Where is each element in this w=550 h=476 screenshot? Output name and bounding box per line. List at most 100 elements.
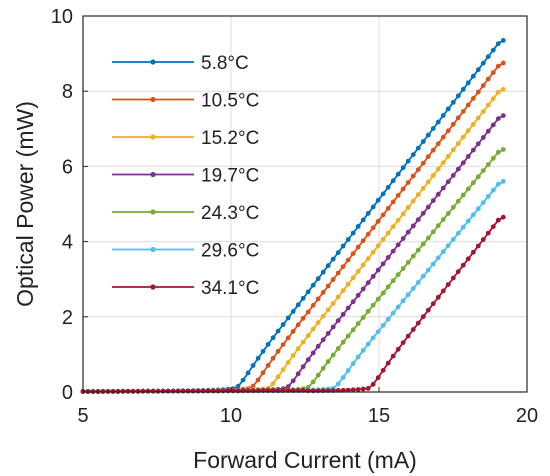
data-point xyxy=(490,122,496,128)
data-point xyxy=(355,354,361,360)
data-point xyxy=(415,167,421,173)
data-point xyxy=(455,93,461,99)
data-point xyxy=(390,353,396,359)
data-point xyxy=(465,128,471,134)
data-point xyxy=(435,223,441,229)
data-point xyxy=(490,224,496,230)
data-point xyxy=(430,198,436,204)
data-point xyxy=(480,83,486,88)
data-point xyxy=(415,145,421,151)
data-point xyxy=(415,247,421,253)
legend-label: 10.5°C xyxy=(201,91,259,112)
data-point xyxy=(385,184,391,190)
data-point xyxy=(385,284,391,290)
data-point xyxy=(375,329,381,334)
data-point xyxy=(285,335,291,341)
data-point xyxy=(460,192,466,198)
data-point xyxy=(335,270,341,276)
legend-label: 19.7°C xyxy=(201,166,259,187)
data-point xyxy=(250,363,256,368)
data-point xyxy=(480,200,486,206)
data-point xyxy=(470,212,476,218)
data-point xyxy=(445,243,451,249)
data-point xyxy=(360,262,366,268)
data-point xyxy=(425,132,431,138)
data-point xyxy=(315,372,321,378)
data-point xyxy=(395,346,401,352)
data-point xyxy=(495,63,501,69)
x-tick-label: 20 xyxy=(516,405,538,427)
data-point xyxy=(355,321,361,326)
data-point xyxy=(440,288,446,294)
data-point xyxy=(375,375,381,380)
data-point xyxy=(350,230,356,236)
data-point xyxy=(335,346,341,351)
data-point xyxy=(285,384,291,389)
y-tick-label: 4 xyxy=(62,232,73,254)
data-point xyxy=(285,360,291,365)
data-point xyxy=(360,217,366,223)
data-point xyxy=(350,275,356,281)
data-point xyxy=(390,199,396,205)
data-point xyxy=(345,281,351,287)
data-point xyxy=(440,160,446,166)
data-point xyxy=(475,141,481,147)
y-axis-label: Optical Power (mW) xyxy=(12,101,38,307)
data-point xyxy=(455,141,461,146)
data-point xyxy=(475,89,481,95)
data-point xyxy=(435,141,441,147)
data-point xyxy=(420,160,426,166)
y-tick-label: 0 xyxy=(62,382,73,404)
data-point xyxy=(320,365,326,371)
data-point xyxy=(350,361,356,366)
data-point xyxy=(135,388,141,394)
data-point xyxy=(320,269,326,275)
data-point xyxy=(300,295,306,301)
data-point xyxy=(370,204,376,210)
data-point xyxy=(360,386,366,392)
data-point xyxy=(500,86,506,92)
data-point xyxy=(355,224,361,229)
data-point xyxy=(375,197,381,203)
data-point xyxy=(500,179,506,184)
data-point xyxy=(370,335,376,341)
tick-labels: 5 10 15 20 0 2 4 6 8 10 xyxy=(51,6,538,427)
legend-label: 24.3°C xyxy=(201,203,259,224)
data-point xyxy=(310,303,316,308)
data-point xyxy=(450,204,456,210)
data-point xyxy=(445,153,451,159)
data-point xyxy=(410,223,416,229)
legend-item: 19.7°C xyxy=(112,166,259,187)
data-point xyxy=(375,243,381,249)
data-point xyxy=(455,115,461,121)
data-point xyxy=(495,181,501,187)
data-point xyxy=(450,100,456,105)
data-point xyxy=(485,102,491,108)
data-point xyxy=(290,309,296,314)
data-point xyxy=(495,41,501,46)
data-point xyxy=(445,211,451,216)
data-point xyxy=(285,315,291,321)
series-line xyxy=(83,62,504,393)
data-point xyxy=(345,257,351,263)
data-point xyxy=(145,388,151,394)
data-point xyxy=(295,346,301,352)
data-point xyxy=(445,128,451,134)
data-point xyxy=(305,357,311,363)
y-tick-label: 2 xyxy=(62,307,73,329)
data-point xyxy=(320,290,326,295)
data-point xyxy=(400,266,406,271)
data-point xyxy=(460,224,466,230)
data-point xyxy=(305,333,311,338)
data-point xyxy=(305,289,311,295)
data-point xyxy=(380,261,386,267)
data-point xyxy=(330,352,336,358)
data-point xyxy=(405,158,411,164)
data-point xyxy=(460,86,466,92)
data-point xyxy=(405,205,411,210)
data-point xyxy=(475,174,481,180)
data-point xyxy=(290,329,296,334)
data-point xyxy=(480,109,486,114)
data-point xyxy=(445,179,451,185)
data-point xyxy=(470,96,476,101)
